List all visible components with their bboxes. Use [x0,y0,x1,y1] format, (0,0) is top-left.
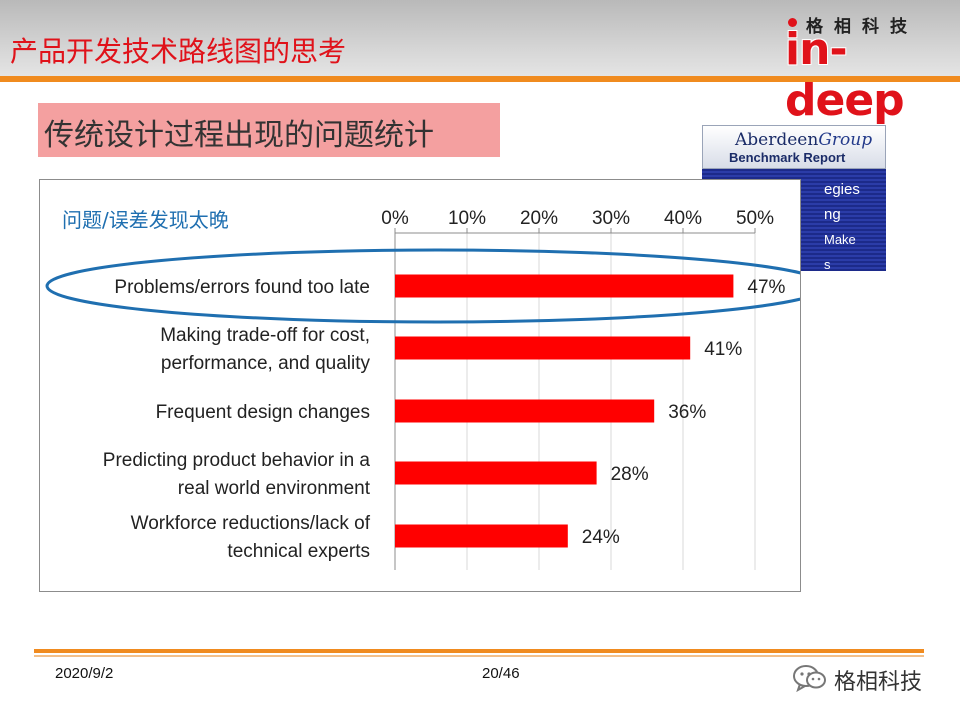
category-label: Problems/errors found too late [114,277,370,298]
footer-divider [34,649,924,653]
category-label: Predicting product behavior in a real wor… [103,450,371,499]
highlight-ellipse [45,248,800,324]
aberdeen-fragment: ng [824,206,841,223]
data-label: 41% [704,339,742,360]
bar [395,274,734,298]
chart-frame: 问题/误差发现太晚 0% 10% 20% 30% 40% 50% 47% Problems/er… [39,179,801,592]
bar [395,461,597,485]
aberdeen-subtitle: Benchmark Report [729,150,846,165]
tick-label: 30% [592,208,630,229]
bar [395,336,691,360]
aberdeen-header: AberdeenGroup Benchmark Report [702,125,886,169]
tick-label: 0% [381,208,409,229]
aberdeen-name-text: Aberdeen [735,130,819,150]
category-label-line: Problems/errors found too late [114,277,370,298]
page-title: 产品开发技术路线图的思考 [10,35,347,68]
aberdeen-cover-text: egies ng Make s [824,177,860,277]
data-label: 28% [611,464,649,485]
aberdeen-fragment: egies [824,181,860,198]
wechat-icon [793,665,826,693]
bar [395,524,568,548]
category-label-line: Predicting product behavior in a [103,450,371,471]
aberdeen-name: AberdeenGroup [735,130,872,150]
category-label-line: Making trade-off for cost, [160,325,370,346]
tick-label: 20% [520,208,558,229]
data-label: 24% [582,527,620,548]
category-label-line: Frequent design changes [156,402,370,423]
aberdeen-group-text: Group [818,130,873,150]
logo-chinese-name: 格相科技 [806,17,918,37]
footer-brand: 格相科技 [834,670,923,695]
data-label: 47% [747,277,785,298]
category-label: Frequent design changes [156,402,370,423]
header-divider [0,76,960,82]
chart-title: 问题/误差发现太晚 [62,208,229,232]
logo-wordmark: in-deep [785,24,905,126]
subtitle-highlight [38,103,500,157]
footer-divider-secondary [34,655,924,657]
category-label-line: technical experts [227,541,370,562]
category-label: Workforce reductions/lack of technical ex… [131,513,371,562]
page-number: 20/46 [482,665,520,682]
header-bar [0,0,960,76]
bar [395,399,655,423]
tick-label: 40% [664,208,702,229]
footer-date: 2020/9/2 [55,665,114,682]
category-label-line: Workforce reductions/lack of [131,513,371,534]
tick-label: 10% [448,208,486,229]
aberdeen-fragment: s [824,257,831,272]
category-label: Making trade-off for cost, performance, a… [160,325,370,374]
slide-subtitle: 传统设计过程出现的问题统计 [44,118,434,153]
tick-label: 50% [736,208,774,229]
bar-chart: 问题/误差发现太晚 0% 10% 20% 30% 40% 50% 47% Problems/er… [45,208,800,570]
category-label-line: real world environment [178,478,371,499]
category-label-line: performance, and quality [161,353,371,374]
data-label: 36% [668,402,706,423]
logo-dot-icon [788,18,797,27]
aberdeen-fragment: Make [824,232,856,247]
